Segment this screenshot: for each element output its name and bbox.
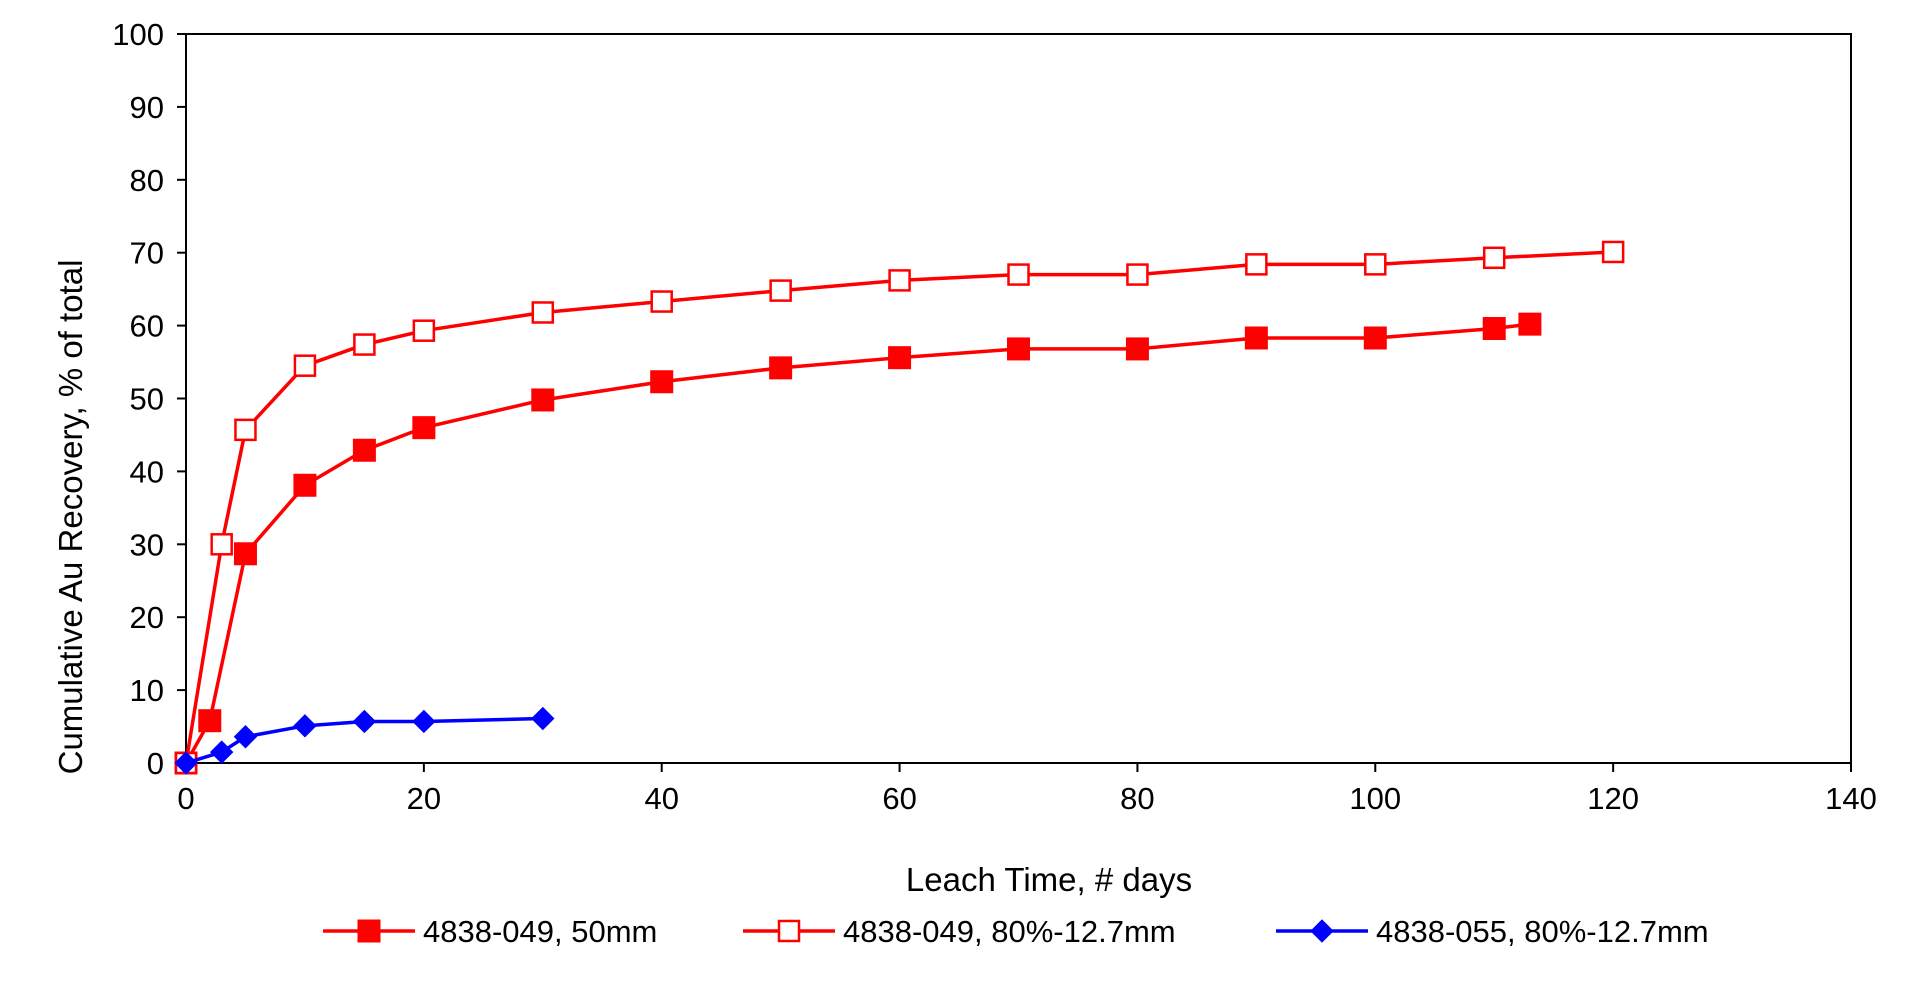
x-tick-label: 40 (644, 781, 678, 816)
y-tick-label: 60 (130, 309, 164, 344)
x-tick-label: 120 (1587, 781, 1639, 816)
data-point (233, 725, 258, 749)
legend-label: 4838-055, 80%-12.7mm (1376, 914, 1709, 949)
data-point (1126, 263, 1149, 286)
legend-label: 4838-049, 50mm (423, 914, 657, 949)
data-point (293, 354, 317, 377)
legend-marker (357, 919, 381, 943)
y-tick-label: 0 (147, 746, 164, 781)
data-point (412, 319, 436, 342)
data-point (531, 706, 555, 731)
plot-area: 0 10 20 30 40 50 60 70 80 90 100 0 20 40 60 80 100 120 140 (112, 17, 1877, 816)
data-point (1245, 253, 1268, 276)
legend-item-3: 4838-055, 80%-12.7mm (1276, 914, 1709, 949)
data-point (1125, 337, 1149, 361)
data-point (888, 346, 912, 370)
data-point (293, 473, 317, 497)
y-tick-label: 10 (130, 673, 164, 708)
data-point (1007, 263, 1030, 286)
data-point (1601, 240, 1625, 264)
data-point (531, 301, 555, 324)
data-point (531, 388, 555, 412)
data-point (412, 709, 436, 734)
data-point (1007, 337, 1030, 361)
data-point (650, 290, 673, 313)
data-point (1482, 317, 1506, 341)
x-tick-label: 140 (1825, 781, 1877, 816)
data-point (1518, 312, 1542, 336)
x-tick-label: 100 (1349, 781, 1401, 816)
y-tick-label: 70 (130, 236, 164, 271)
data-point (769, 356, 793, 380)
data-point (174, 751, 198, 775)
data-point (233, 542, 257, 566)
legend-item-2: 4838-049, 80%-12.7mm (743, 914, 1176, 949)
data-point (209, 740, 234, 764)
data-point (352, 709, 377, 734)
data-point (353, 333, 376, 356)
legend-label: 4838-049, 80%-12.7mm (843, 914, 1176, 949)
legend: 4838-049, 50mm 4838-049, 80%-12.7mm 4838-0… (323, 914, 1709, 949)
series-line (184, 250, 1614, 764)
x-tick-label: 0 (177, 781, 194, 816)
data-point (210, 533, 233, 556)
y-tick-label: 90 (130, 90, 164, 125)
data-point (650, 370, 674, 394)
data-point (293, 714, 317, 738)
data-point (1244, 326, 1268, 350)
legend-item-1: 4838-049, 50mm (323, 914, 657, 949)
legend-marker (777, 919, 801, 943)
y-tick-label: 20 (130, 600, 164, 635)
data-point (1363, 326, 1387, 350)
series-3 (174, 706, 555, 775)
y-tick-label: 40 (130, 454, 164, 489)
data-point (198, 709, 222, 733)
y-tick-label: 100 (112, 17, 164, 52)
data-point (412, 416, 436, 440)
series-line (184, 322, 1531, 764)
data-point (352, 438, 376, 462)
series-2 (174, 240, 1625, 775)
data-point (1482, 246, 1506, 270)
y-tick-label: 30 (130, 527, 164, 562)
data-point (769, 279, 792, 302)
y-tick-label: 80 (130, 163, 164, 198)
x-tick-label: 80 (1120, 781, 1154, 816)
y-axis-label: Cumulative Au Recovery, % of total (52, 260, 89, 775)
data-point (1364, 253, 1387, 276)
x-tick-label: 60 (882, 781, 916, 816)
x-tick-label: 20 (407, 781, 441, 816)
x-axis-label: Leach Time, # days (906, 861, 1192, 898)
data-point (234, 418, 257, 442)
legend-marker (1310, 919, 1334, 943)
y-tick-label: 50 (130, 382, 164, 417)
data-point (888, 269, 911, 292)
